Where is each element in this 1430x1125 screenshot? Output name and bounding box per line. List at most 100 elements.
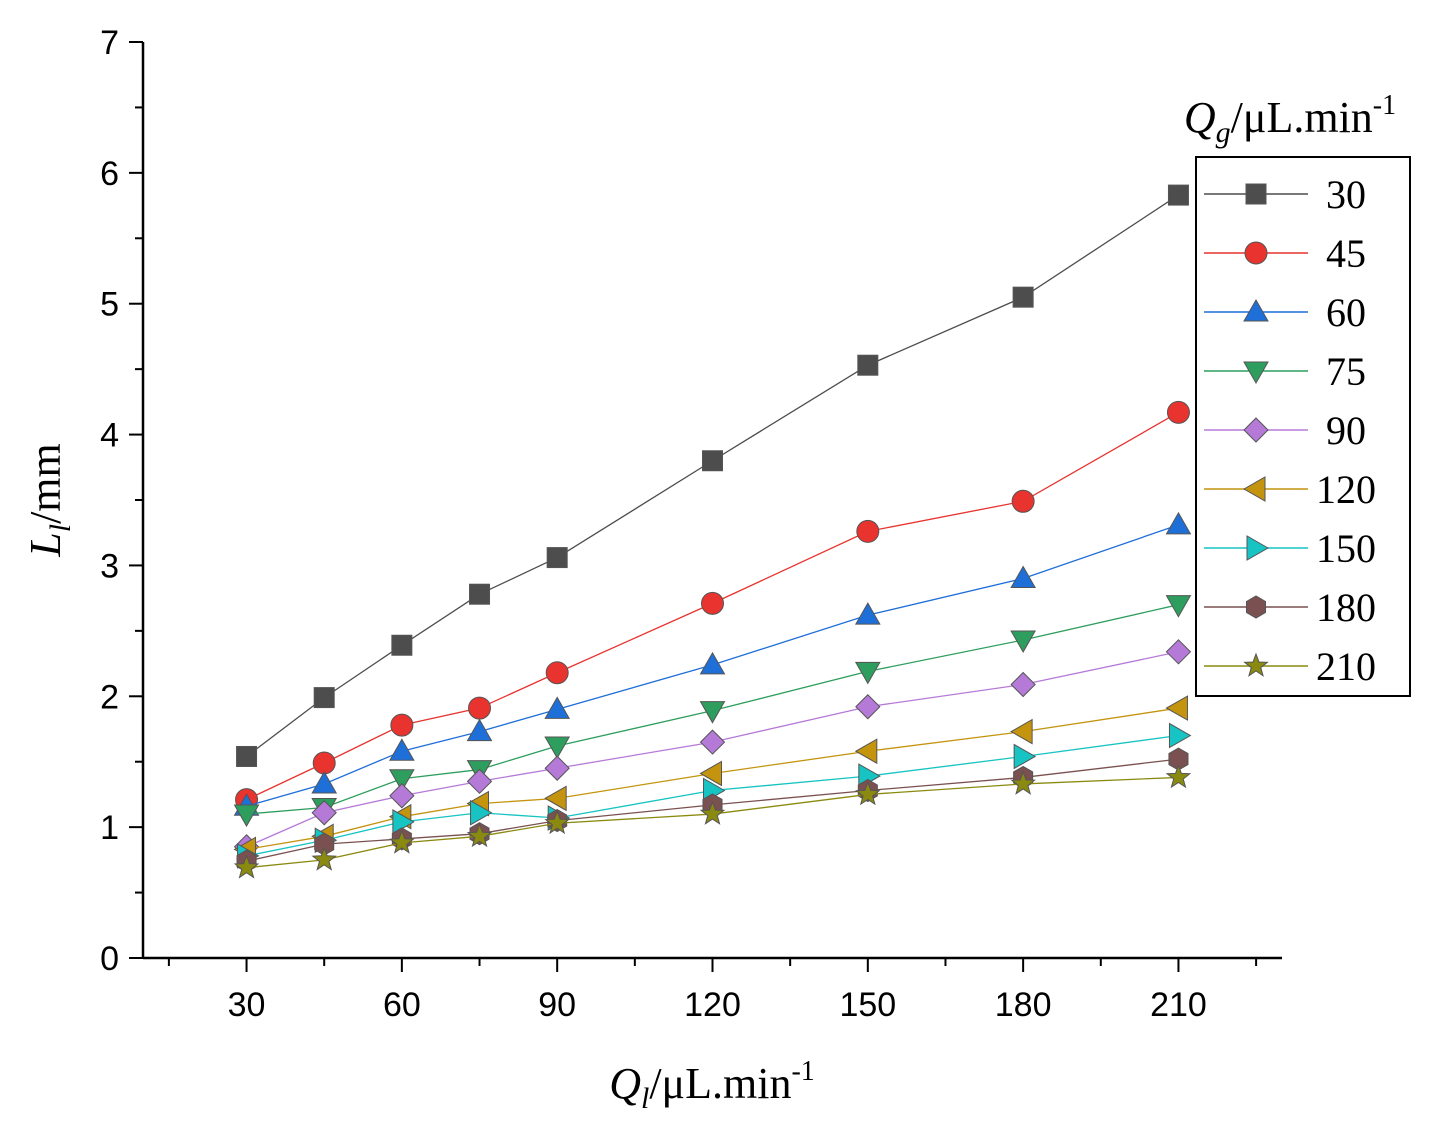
legend-marker (1245, 595, 1267, 619)
data-point-30 (857, 354, 879, 376)
data-point-45 (856, 519, 880, 543)
data-point-30 (469, 583, 491, 605)
legend-marker (1243, 361, 1269, 385)
data-point-60 (311, 770, 338, 794)
data-point-210 (1165, 763, 1192, 789)
y-tick-label: 4 (100, 417, 119, 455)
data-point-30 (313, 687, 335, 709)
data-point-45 (468, 696, 492, 720)
data-point-60 (854, 602, 881, 625)
y-tick-label: 6 (100, 155, 119, 193)
data-point-60 (699, 651, 726, 675)
data-point-45 (312, 751, 336, 775)
data-point-90 (855, 694, 881, 720)
data-point-60 (544, 696, 571, 719)
legend-marker (1243, 652, 1269, 677)
legend-label: 60 (1326, 290, 1366, 335)
legend-marker (1245, 183, 1267, 205)
data-point-60 (389, 738, 415, 761)
data-point-150 (392, 809, 415, 835)
data-point-60 (1010, 565, 1036, 589)
x-axis-title: Ql/μL.min-1 (609, 1056, 815, 1115)
data-point-75 (699, 701, 726, 724)
legend-item: 150 (1204, 526, 1376, 571)
data-point-90 (389, 783, 415, 809)
data-point-60 (1165, 511, 1192, 535)
data-point-90 (311, 800, 337, 826)
series-90 (233, 639, 1192, 860)
legend-label: 30 (1326, 172, 1366, 217)
x-tick-label: 180 (995, 986, 1052, 1024)
series-75 (233, 595, 1192, 828)
data-point-45 (1011, 489, 1035, 513)
x-tick-label: 30 (228, 986, 266, 1024)
legend-label: 150 (1316, 526, 1376, 571)
data-point-120 (854, 738, 878, 765)
data-point-120 (699, 760, 722, 787)
legend-item: 210 (1204, 644, 1376, 689)
legend-item: 45 (1204, 231, 1366, 276)
data-point-45 (545, 661, 569, 685)
legend-item: 120 (1204, 467, 1376, 512)
series-60 (233, 511, 1192, 816)
data-point-90 (699, 729, 726, 755)
legend-item: 180 (1204, 585, 1376, 630)
legend-label: 210 (1316, 644, 1376, 689)
data-point-75 (1165, 595, 1192, 618)
legend-label: 90 (1326, 408, 1366, 453)
data-point-90 (544, 755, 570, 781)
data-point-210 (311, 846, 337, 871)
data-point-90 (1010, 671, 1036, 698)
data-point-75 (1010, 630, 1036, 654)
legend-item: 75 (1204, 349, 1366, 394)
series-layer (233, 184, 1192, 879)
legend-marker (1246, 535, 1270, 561)
series-30 (236, 184, 1189, 767)
data-point-150 (470, 799, 493, 826)
legend: 30 45 60 75 90 120 150 180 210 (1195, 156, 1411, 697)
y-tick-label: 0 (100, 940, 119, 978)
data-point-75 (233, 804, 260, 828)
data-point-210 (544, 809, 570, 835)
legend-box (1195, 156, 1411, 697)
y-tick-label: 1 (100, 809, 119, 847)
data-point-210 (855, 780, 881, 806)
series-120 (233, 695, 1188, 863)
data-point-90 (466, 768, 493, 795)
legend-label: 120 (1316, 467, 1376, 512)
data-point-45 (1166, 400, 1190, 424)
data-point-45 (701, 591, 724, 615)
legend-title: Qg/μL.min-1 (1184, 90, 1396, 149)
data-point-210 (466, 822, 493, 848)
data-point-30 (1012, 286, 1034, 308)
x-tick-label: 210 (1150, 986, 1207, 1024)
x-tick-label: 60 (383, 986, 421, 1024)
y-axis-title: Ll/mm (21, 443, 77, 558)
data-point-30 (546, 547, 568, 569)
legend-label: 180 (1316, 585, 1376, 630)
legend-marker (1242, 476, 1266, 502)
series-210 (233, 763, 1192, 879)
legend-marker (1244, 241, 1268, 265)
x-tick-label: 90 (538, 986, 576, 1024)
data-point-75 (389, 769, 415, 792)
y-tick-label: 3 (100, 547, 119, 585)
legend-label: 75 (1326, 349, 1366, 394)
data-point-30 (391, 634, 413, 656)
data-point-210 (1010, 770, 1036, 795)
data-point-30 (1167, 184, 1189, 206)
y-tick-label: 5 (100, 286, 119, 324)
data-point-120 (1010, 718, 1033, 745)
data-point-75 (854, 661, 881, 685)
axes: 0 1 2 3 4 5 6 7 30 60 90 120 150 180 210 (100, 24, 1282, 1024)
data-point-30 (702, 450, 723, 472)
data-point-150 (1168, 722, 1192, 749)
data-point-45 (390, 713, 414, 737)
y-tick-label: 7 (100, 24, 119, 62)
data-point-210 (699, 800, 726, 825)
data-point-120 (1165, 695, 1188, 721)
legend-label: 45 (1326, 231, 1366, 276)
data-point-210 (389, 829, 415, 854)
data-point-90 (1165, 639, 1192, 665)
